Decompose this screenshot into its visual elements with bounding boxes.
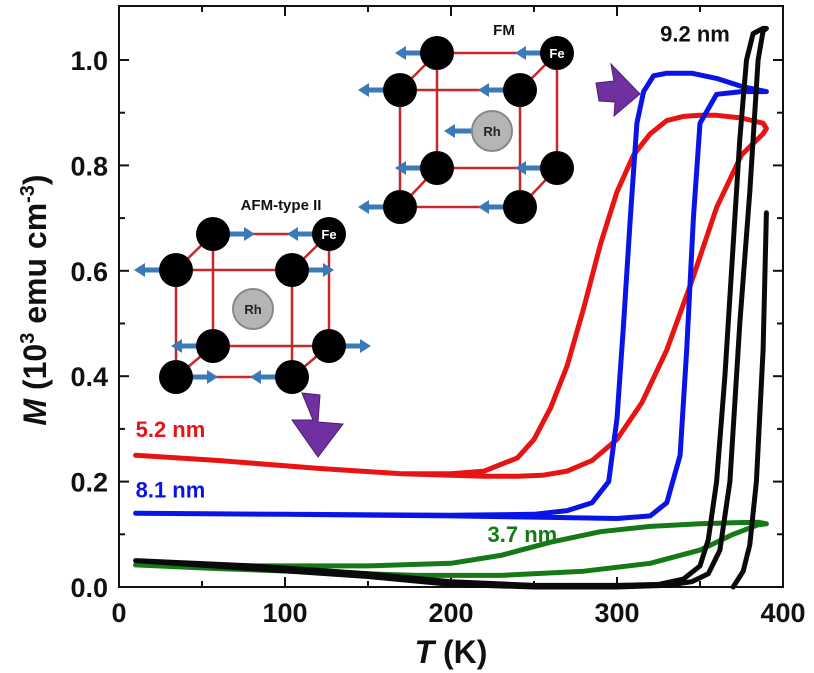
spin-arrow-left-icon-head (250, 370, 261, 384)
spin-arrow-left-icon-head (515, 46, 526, 60)
y-tick-label: 0.6 (70, 257, 108, 287)
x-axis-title: T (K) (415, 634, 488, 670)
y-tick-label: 1.0 (70, 46, 108, 76)
spin-arrow-left-icon-head (134, 263, 145, 277)
x-tick-label: 100 (262, 598, 307, 628)
afm-inset-title: AFM-type II (241, 197, 322, 214)
y-tick-label: 0.4 (70, 362, 108, 392)
fe-atom-label: Fe (549, 46, 564, 61)
fe-atom (275, 360, 309, 394)
series-label-9-2-nm: 9.2 nm (660, 22, 730, 47)
spin-arrow-right-icon-head (207, 370, 218, 384)
spin-arrow-left-icon-head (395, 46, 406, 60)
fe-atom (196, 217, 230, 251)
spin-arrow-left-icon-head (478, 83, 489, 97)
rh-atom-label: Rh (483, 124, 500, 139)
spin-arrow-left-icon-head (358, 200, 369, 214)
spin-arrow-left-icon-head (444, 124, 455, 138)
fe-atom (420, 151, 454, 185)
fe-atom (312, 217, 346, 251)
fm-atoms (383, 36, 574, 224)
x-tick-label: 0 (111, 598, 126, 628)
fm-spin-arrows (358, 46, 543, 214)
series-label-5-2-nm: 5.2 nm (136, 417, 206, 442)
series-label-8-1-nm: 8.1 nm (136, 477, 206, 502)
rh-atom (471, 110, 513, 152)
spin-arrow-right-icon-head (244, 227, 255, 241)
series-line-8-1-nm (133, 70, 769, 521)
ticks (118, 6, 784, 588)
x-tick-label: 400 (760, 598, 805, 628)
series-line-3-7-nm (133, 519, 769, 578)
series-label-3-7-nm: 3.7 nm (488, 522, 558, 547)
x-tick-label: 300 (594, 598, 639, 628)
spin-arrow-left-icon-head (287, 227, 298, 241)
spin-arrow-right-icon-head (360, 339, 371, 353)
y-tick-label: 0.2 (70, 468, 108, 498)
tick-labels: 0 100 200 300 400 0.0 0.2 0.4 0.6 0.8 1.0 (70, 46, 805, 628)
spin-arrow-right-icon-head (323, 263, 334, 277)
fe-atom (196, 329, 230, 363)
rh-atom-label: Rh (244, 302, 261, 317)
fe-atom-label: Fe (321, 227, 336, 242)
fe-atom (503, 190, 537, 224)
fe-atom (275, 253, 309, 287)
purple-arrow-down-icon (291, 392, 344, 458)
series-labels: 3.7 nm 5.2 nm 8.1 nm 9.2 nm (136, 22, 730, 548)
y-tick-label: 0.0 (70, 573, 108, 603)
y-tick-label: 0.8 (70, 151, 108, 181)
afm-inset: AFM-type II Rh Fe (134, 197, 371, 394)
spin-arrow-left-icon-head (358, 83, 369, 97)
spin-arrow-left-icon-head (395, 161, 406, 175)
fe-atom (540, 151, 574, 185)
fm-inset-title: FM (493, 22, 515, 39)
fm-inset: FM Rh Fe (358, 22, 574, 224)
spin-arrow-left-icon-head (515, 161, 526, 175)
rh-atom (232, 288, 274, 330)
fe-atom (503, 73, 537, 107)
fe-atom (312, 329, 346, 363)
purple-arrow-right-icon (595, 62, 641, 118)
series-line-9-2-nm (133, 25, 769, 590)
fe-atom (159, 360, 193, 394)
series-layer (133, 25, 769, 590)
series-line-9-2-nm-high-t-branch (730, 210, 769, 590)
spin-arrow-left-icon-head (478, 200, 489, 214)
fe-atom (383, 190, 417, 224)
fe-atom (159, 253, 193, 287)
afm-atoms (159, 217, 346, 394)
plot-frame (118, 5, 784, 588)
y-axis-title: M (103 emu cm-3) (17, 174, 53, 425)
x-tick-label: 200 (428, 598, 473, 628)
fe-atom (383, 73, 417, 107)
fe-atom (540, 36, 574, 70)
spin-arrow-left-icon-head (171, 339, 182, 353)
fe-atom (420, 36, 454, 70)
